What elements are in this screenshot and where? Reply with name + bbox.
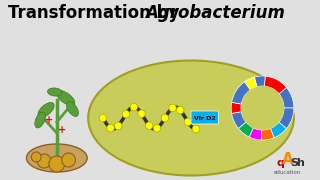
Wedge shape [261, 128, 274, 140]
FancyBboxPatch shape [191, 111, 219, 124]
Wedge shape [279, 87, 294, 108]
Circle shape [161, 114, 169, 122]
Text: +: + [45, 115, 53, 125]
Text: h: h [296, 158, 304, 168]
Wedge shape [232, 82, 250, 104]
Ellipse shape [67, 102, 78, 116]
Wedge shape [232, 112, 246, 129]
Circle shape [130, 103, 138, 111]
Text: Agrobacterium: Agrobacterium [145, 4, 285, 22]
Wedge shape [231, 102, 241, 114]
Text: q: q [276, 158, 284, 168]
Ellipse shape [56, 91, 75, 105]
Circle shape [62, 153, 76, 167]
Wedge shape [264, 76, 286, 94]
Circle shape [169, 104, 176, 112]
Circle shape [37, 154, 51, 168]
Wedge shape [238, 122, 253, 137]
Circle shape [177, 106, 184, 114]
Ellipse shape [38, 103, 54, 118]
Circle shape [49, 156, 65, 172]
Text: +: + [58, 125, 66, 135]
Circle shape [241, 86, 284, 130]
Ellipse shape [35, 112, 45, 128]
Circle shape [192, 125, 200, 133]
Text: Transformation by: Transformation by [8, 4, 185, 22]
Ellipse shape [27, 144, 87, 172]
Wedge shape [244, 77, 257, 90]
Wedge shape [279, 108, 294, 129]
Circle shape [99, 114, 107, 122]
Circle shape [107, 124, 114, 132]
Circle shape [138, 110, 145, 118]
Text: Vir D2: Vir D2 [194, 116, 216, 120]
Circle shape [153, 125, 161, 132]
Text: A: A [282, 152, 294, 168]
Wedge shape [254, 76, 265, 87]
Circle shape [184, 118, 192, 126]
Circle shape [146, 122, 153, 129]
Circle shape [115, 122, 122, 130]
Circle shape [122, 110, 130, 118]
Text: S: S [290, 158, 298, 168]
Text: education: education [273, 170, 301, 174]
Ellipse shape [48, 88, 62, 96]
Wedge shape [249, 128, 262, 140]
Ellipse shape [88, 60, 294, 176]
Circle shape [31, 152, 41, 162]
Wedge shape [271, 122, 286, 138]
